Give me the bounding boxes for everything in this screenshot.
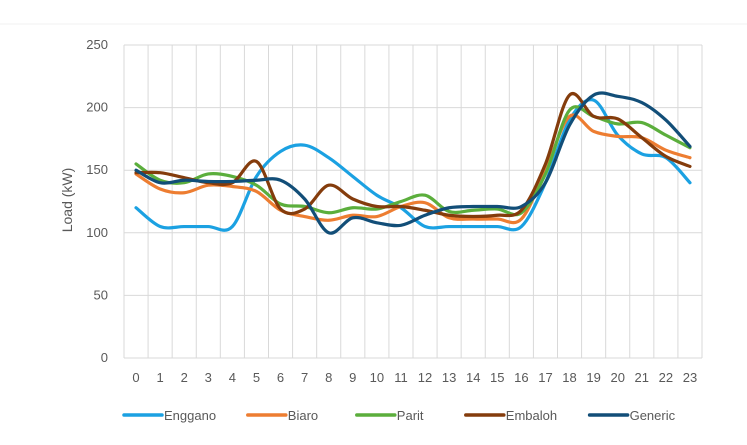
x-tick-label: 0 bbox=[132, 370, 139, 385]
x-tick-label: 2 bbox=[181, 370, 188, 385]
series-line-embaloh bbox=[134, 91, 692, 219]
series-lines bbox=[134, 91, 692, 235]
x-tick-label: 10 bbox=[370, 370, 384, 385]
legend-label: Generic bbox=[630, 408, 676, 423]
x-tick-label: 14 bbox=[466, 370, 480, 385]
legend-item-parit: Parit bbox=[355, 408, 424, 423]
y-tick-label: 0 bbox=[101, 350, 108, 365]
x-tick-label: 9 bbox=[349, 370, 356, 385]
y-tick-label: 100 bbox=[86, 225, 108, 240]
y-axis-title: Load (kW) bbox=[59, 168, 75, 233]
x-tick-label: 21 bbox=[635, 370, 649, 385]
y-tick-label: 250 bbox=[86, 37, 108, 52]
x-tick-label: 12 bbox=[418, 370, 432, 385]
legend-item-enggano: Enggano bbox=[122, 408, 216, 423]
series-line-biaro bbox=[134, 113, 692, 225]
series-line-generic bbox=[134, 91, 692, 235]
x-tick-label: 22 bbox=[659, 370, 673, 385]
legend-item-generic: Generic bbox=[587, 408, 676, 423]
y-tick-label: 200 bbox=[86, 100, 108, 115]
gridlines bbox=[123, 44, 703, 359]
x-tick-label: 15 bbox=[490, 370, 504, 385]
x-tick-label: 17 bbox=[538, 370, 552, 385]
legend-label: Embaloh bbox=[506, 408, 557, 423]
x-tick-label: 20 bbox=[610, 370, 624, 385]
y-tick-label: 150 bbox=[86, 162, 108, 177]
x-tick-label: 7 bbox=[301, 370, 308, 385]
x-tick-label: 18 bbox=[562, 370, 576, 385]
x-tick-label: 23 bbox=[683, 370, 697, 385]
legend-item-embaloh: Embaloh bbox=[464, 408, 557, 423]
legend-label: Parit bbox=[397, 408, 424, 423]
legend-label: Enggano bbox=[164, 408, 216, 423]
legend-label: Biaro bbox=[288, 408, 318, 423]
x-tick-label: 1 bbox=[157, 370, 164, 385]
x-tick-label: 8 bbox=[325, 370, 332, 385]
legend-item-biaro: Biaro bbox=[246, 408, 318, 423]
x-tick-label: 19 bbox=[586, 370, 600, 385]
x-tick-label: 13 bbox=[442, 370, 456, 385]
y-tick-label: 50 bbox=[94, 287, 108, 302]
x-tick-label: 5 bbox=[253, 370, 260, 385]
x-tick-label: 11 bbox=[394, 370, 408, 385]
x-tick-label: 3 bbox=[205, 370, 212, 385]
x-tick-label: 6 bbox=[277, 370, 284, 385]
x-tick-label: 16 bbox=[514, 370, 528, 385]
legend: Enggano Biaro Parit Embaloh Generic bbox=[122, 408, 676, 423]
x-tick-label: 4 bbox=[229, 370, 236, 385]
